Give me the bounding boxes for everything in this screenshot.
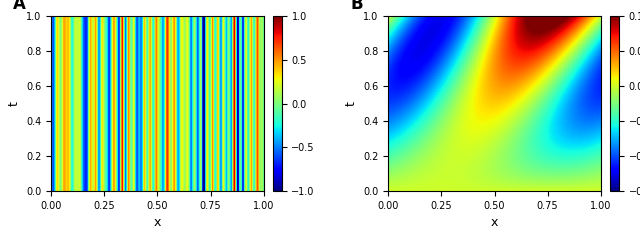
Text: A: A: [13, 0, 26, 13]
X-axis label: x: x: [491, 216, 499, 229]
Y-axis label: t: t: [8, 101, 20, 106]
Text: B: B: [350, 0, 363, 13]
X-axis label: x: x: [154, 216, 161, 229]
Y-axis label: t: t: [345, 101, 358, 106]
